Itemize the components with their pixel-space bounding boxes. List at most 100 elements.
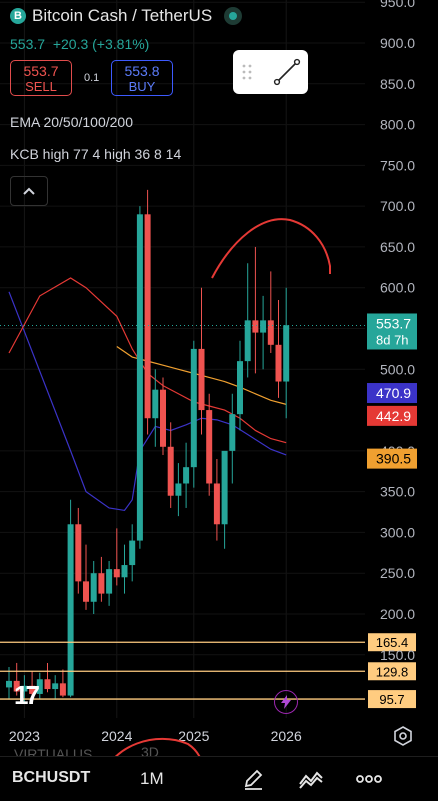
indicators-icon[interactable] bbox=[298, 767, 324, 791]
price-tick-6: 650.0 bbox=[380, 239, 415, 255]
candle-17 bbox=[136, 214, 143, 541]
bottom-toolbar: BCHUSDT 1M bbox=[0, 756, 438, 801]
candle-30 bbox=[237, 361, 243, 415]
sell-label: SELL bbox=[25, 79, 57, 94]
buy-price: 553.8 bbox=[124, 63, 160, 79]
candle-36 bbox=[283, 325, 290, 382]
candle-28 bbox=[221, 450, 228, 525]
price-tag-ema-orange bbox=[367, 448, 417, 469]
flash-icon[interactable] bbox=[274, 690, 298, 714]
price-change: 553.7 +20.3 (+3.81%) bbox=[10, 36, 149, 52]
candle-7 bbox=[59, 683, 66, 696]
candle-26 bbox=[206, 410, 213, 484]
candle-2 bbox=[21, 685, 28, 692]
price-tick-15: 150.0 bbox=[380, 647, 415, 663]
time-label-3: 2026 bbox=[271, 728, 302, 744]
candle-8 bbox=[67, 524, 74, 696]
level-label-1: 129.8 bbox=[376, 664, 409, 679]
price-tag-ema-red bbox=[367, 405, 417, 426]
candle-32 bbox=[252, 320, 259, 333]
symbol-header[interactable]: B Bitcoin Cash / TetherUS bbox=[10, 6, 243, 26]
candle-25 bbox=[198, 348, 205, 411]
level-tag-0 bbox=[368, 633, 416, 652]
level-tag-1 bbox=[368, 662, 416, 681]
price-tag-countdown: 8d 7h bbox=[376, 332, 409, 347]
candle-27 bbox=[213, 483, 220, 525]
price-chart[interactable]: 165.4 129.8 95.7 950.0 900.0 850.0 800.0 750.0… bbox=[0, 0, 438, 756]
buy-button[interactable]: 553.8 BUY bbox=[111, 60, 173, 96]
candle-35 bbox=[275, 344, 282, 382]
price-tag-last-price bbox=[367, 313, 417, 350]
candle-33 bbox=[260, 320, 267, 333]
timeframe-selector[interactable]: 1M bbox=[140, 769, 164, 788]
spread-value: 0.1 bbox=[84, 72, 100, 84]
price-tick-11: 350.0 bbox=[380, 484, 415, 500]
price-tag-value-last-price: 553.7 bbox=[376, 315, 411, 331]
candlesticks bbox=[6, 189, 290, 703]
price-tick-12: 300.0 bbox=[380, 524, 415, 540]
price-tag-value-ema-orange: 390.5 bbox=[376, 451, 411, 467]
time-label-1: 2024 bbox=[101, 728, 132, 744]
coin-icon: B bbox=[10, 8, 26, 24]
candle-21 bbox=[167, 446, 174, 496]
price-tag-ema-blue bbox=[367, 383, 417, 404]
candle-23 bbox=[183, 467, 190, 484]
time-label-2: 2025 bbox=[178, 728, 209, 744]
price-tick-13: 250.0 bbox=[380, 565, 415, 581]
buy-label: BUY bbox=[128, 79, 156, 94]
candle-11 bbox=[90, 573, 97, 602]
candle-4 bbox=[36, 679, 43, 694]
candle-15 bbox=[121, 565, 128, 578]
candle-0 bbox=[6, 680, 12, 688]
price-tick-4: 750.0 bbox=[380, 157, 415, 173]
price-tick-5: 700.0 bbox=[380, 198, 415, 214]
price-tag-value-ema-blue: 470.9 bbox=[376, 385, 411, 401]
drag-handle-icon[interactable] bbox=[241, 63, 253, 81]
candle-16 bbox=[129, 540, 136, 566]
price-tick-3: 800.0 bbox=[380, 117, 415, 133]
time-label-0: 2023 bbox=[9, 728, 40, 744]
ema-line-red bbox=[8, 277, 287, 444]
candle-6 bbox=[52, 683, 59, 690]
chart-grid bbox=[0, 0, 365, 718]
price-tick-0: 950.0 bbox=[380, 0, 415, 10]
collapse-indicators-button[interactable] bbox=[10, 176, 48, 206]
drawing-tool-panel[interactable] bbox=[233, 50, 308, 94]
market-open-icon bbox=[224, 7, 243, 25]
settings-icon[interactable] bbox=[393, 726, 413, 746]
candle-31 bbox=[244, 320, 251, 362]
change-value: +20.3 (+3.81%) bbox=[52, 36, 150, 52]
price-tags: 553.78d 7h 470.9 442.9 390.5 bbox=[367, 313, 417, 469]
time-axis: 2023 2024 2025 2026 bbox=[9, 728, 302, 744]
annotation-arc bbox=[211, 218, 331, 279]
sell-price: 553.7 bbox=[23, 63, 59, 79]
candle-24 bbox=[190, 348, 197, 468]
trend-line-icon[interactable] bbox=[273, 58, 301, 86]
symbol-title: Bitcoin Cash / TetherUS bbox=[32, 6, 213, 25]
price-tag-value-ema-red: 442.9 bbox=[376, 408, 411, 424]
sell-button[interactable]: 553.7 SELL bbox=[10, 60, 72, 96]
candle-14 bbox=[113, 569, 120, 578]
candle-22 bbox=[175, 483, 182, 496]
price-tick-1: 900.0 bbox=[380, 35, 415, 51]
more-icon[interactable] bbox=[356, 767, 382, 791]
candle-13 bbox=[106, 569, 113, 594]
price-tick-9: 500.0 bbox=[380, 361, 415, 377]
pen-icon[interactable] bbox=[240, 767, 266, 791]
candle-1 bbox=[13, 680, 20, 692]
candle-20 bbox=[160, 389, 166, 447]
candle-19 bbox=[152, 389, 159, 419]
price-tick-2: 850.0 bbox=[380, 76, 415, 92]
kcb-indicator-label[interactable]: KCB high 77 4 high 36 8 14 bbox=[10, 146, 182, 162]
last-price: 553.7 bbox=[10, 36, 46, 52]
symbol-selector[interactable]: BCHUSDT bbox=[12, 769, 91, 786]
candle-3 bbox=[29, 685, 36, 694]
candle-5 bbox=[44, 679, 51, 690]
level-label-2: 95.7 bbox=[379, 692, 404, 707]
annotation-circle bbox=[115, 737, 201, 756]
candle-12 bbox=[98, 573, 105, 594]
candle-9 bbox=[75, 524, 82, 582]
ema-indicator-label[interactable]: EMA 20/50/100/200 bbox=[10, 114, 133, 130]
chevron-up-icon bbox=[23, 187, 35, 195]
candle-34 bbox=[267, 320, 274, 345]
